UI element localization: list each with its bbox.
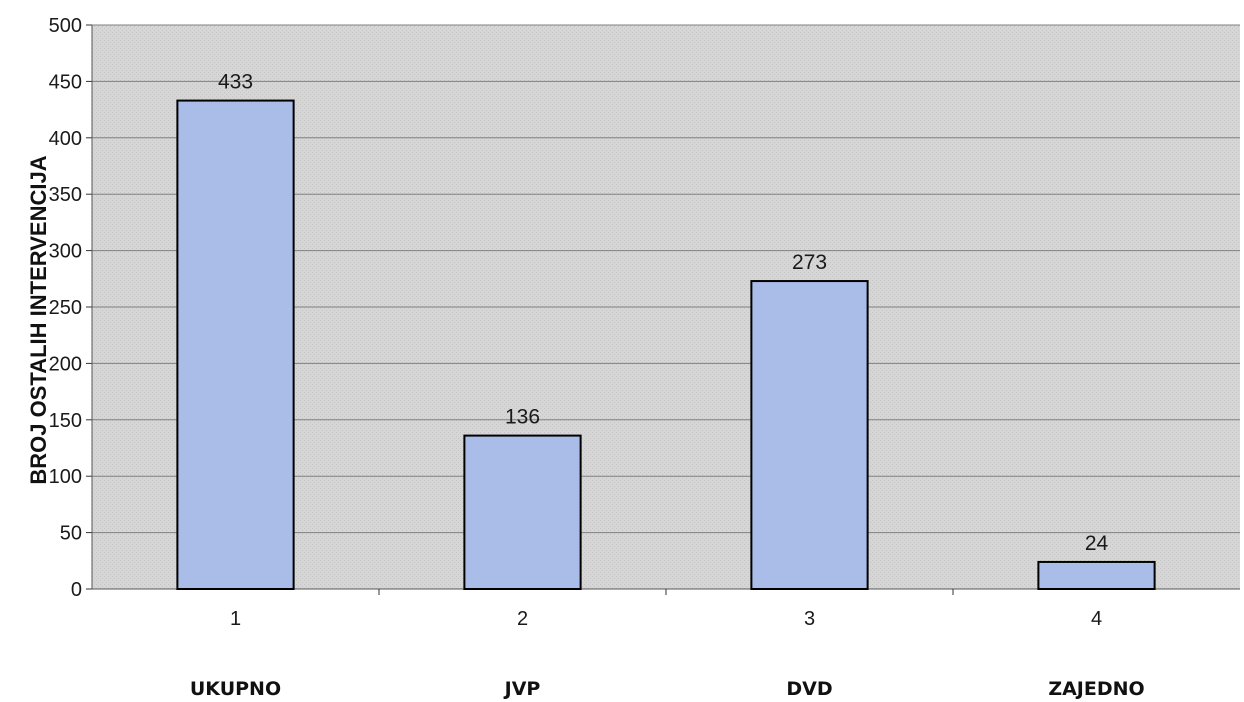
- y-tick-label-400: 400: [49, 128, 82, 150]
- category-name-ukupno: UKUPNO: [190, 678, 281, 700]
- bar-3: [750, 280, 869, 590]
- bars: [176, 99, 1156, 591]
- y-axis-title: BROJ OSTALIH INTERVENCIJA: [26, 155, 51, 484]
- x-tick-label-2: 2: [517, 608, 528, 630]
- y-tick-label-50: 50: [60, 523, 82, 545]
- x-tick-label-3: 3: [804, 608, 815, 630]
- data-label-1: 433: [218, 71, 253, 94]
- y-tick-label-200: 200: [49, 353, 82, 375]
- bar-1: [176, 99, 295, 591]
- bar-2: [463, 434, 582, 591]
- y-tick-label-150: 150: [49, 410, 82, 432]
- y-tick-label-300: 300: [49, 241, 82, 263]
- labels: 0 50 100 150 200 250 300 350 400 450 500 433 1 UKUPNO…: [49, 15, 1145, 700]
- y-tick-label-250: 250: [49, 297, 82, 319]
- y-tick-label-500: 500: [49, 15, 82, 37]
- y-tick-label-350: 350: [49, 184, 82, 206]
- data-label-4: 24: [1085, 532, 1109, 555]
- x-tick-label-1: 1: [230, 608, 241, 630]
- bar-4: [1037, 560, 1156, 590]
- x-tick-label-4: 4: [1091, 608, 1102, 630]
- category-name-dvd: DVD: [786, 678, 832, 700]
- y-tick-label-100: 100: [49, 466, 82, 488]
- category-name-zajedno: ZAJEDNO: [1048, 678, 1144, 700]
- data-label-2: 136: [505, 406, 540, 429]
- y-tick-label-0: 0: [71, 579, 82, 601]
- data-label-3: 273: [792, 251, 827, 274]
- category-name-jvp: JVP: [503, 678, 541, 700]
- y-tick-label-450: 450: [49, 71, 82, 93]
